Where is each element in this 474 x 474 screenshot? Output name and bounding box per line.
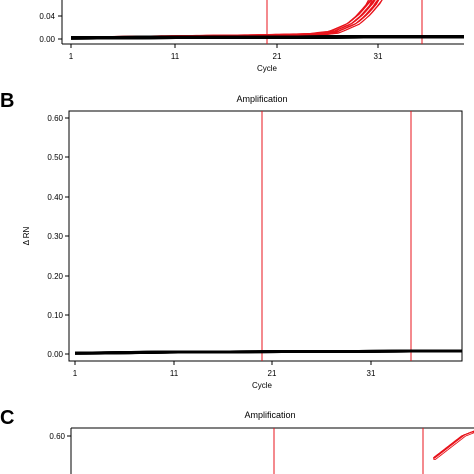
panel-b-y-tick-label: 0.10 (47, 311, 63, 320)
panel-a: 0.04 0.00 1 11 21 31 Cycle (39, 0, 464, 73)
panel-b-x-tick-label: 21 (268, 369, 277, 378)
amplification-curve (71, 36, 464, 39)
panel-c-plot-frame (70, 427, 474, 474)
panel-a-plot-frame (61, 0, 464, 45)
amplification-curve (71, 0, 383, 39)
panel-a-y-tick-label: 0.04 (39, 12, 55, 21)
panel-c: C Amplification 0.60 (0, 407, 474, 474)
panel-c-y-tick-label: 0.60 (49, 432, 65, 441)
panel-b-x-tick-label: 1 (73, 369, 78, 378)
amplification-curve (71, 0, 380, 39)
panel-b-plot-frame (68, 110, 463, 362)
panel-b-y-tick-label: 0.20 (47, 272, 63, 281)
panel-b: B Amplification 0.60 0.50 0.40 0.30 0.20… (0, 90, 463, 390)
amplification-curve (433, 430, 474, 459)
panel-c-title: Amplification (244, 410, 295, 420)
amplification-curve (75, 350, 462, 355)
amplification-curve (71, 35, 464, 38)
panel-a-x-tick-label: 21 (273, 52, 282, 61)
amplification-curve (71, 0, 380, 39)
panel-b-y-axis-label: Δ RN (22, 226, 31, 245)
panel-c-letter: C (0, 407, 14, 429)
panel-b-y-tick-label: 0.00 (47, 350, 63, 359)
panel-b-letter: B (0, 90, 14, 112)
panel-c-curves (433, 430, 474, 461)
amplification-curve (75, 349, 462, 354)
panel-b-y-tick-label: 0.50 (47, 153, 63, 162)
panel-a-x-ticks: 1 11 21 31 (69, 44, 383, 61)
panel-b-title: Amplification (236, 94, 287, 104)
panel-a-curves (70, 0, 464, 40)
panel-b-curves (74, 349, 463, 355)
panel-a-x-tick-label: 11 (171, 52, 180, 61)
panel-b-x-ticks: 1 11 21 31 (73, 361, 376, 378)
panel-a-y-ticks: 0.04 0.00 (39, 12, 62, 44)
panel-a-x-tick-label: 31 (374, 52, 383, 61)
panel-b-x-axis-label: Cycle (252, 381, 273, 390)
panel-c-y-ticks: 0.60 (49, 432, 71, 441)
panel-b-threshold-lines (261, 111, 412, 361)
panel-b-y-tick-label: 0.40 (47, 193, 63, 202)
panel-a-y-tick-label: 0.00 (39, 35, 55, 44)
panel-b-y-ticks: 0.60 0.50 0.40 0.30 0.20 0.10 0.00 (47, 114, 69, 359)
panel-b-x-tick-label: 31 (367, 369, 376, 378)
panel-a-x-axis-label: Cycle (257, 64, 278, 73)
panel-c-threshold-lines (273, 428, 424, 474)
panel-a-x-tick-label: 1 (69, 52, 74, 61)
panel-b-y-tick-label: 0.60 (47, 114, 63, 123)
panel-b-x-tick-label: 11 (170, 369, 179, 378)
amplification-curve (433, 432, 474, 461)
amplification-curve (71, 0, 380, 38)
panel-b-y-tick-label: 0.30 (47, 232, 63, 241)
